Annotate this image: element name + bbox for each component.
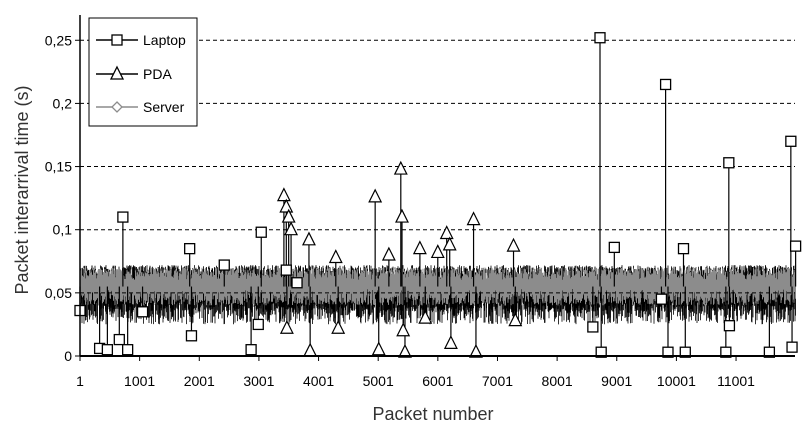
gridlines <box>75 39 795 357</box>
data-point-pda <box>279 198 294 213</box>
data-point-pda <box>395 208 409 223</box>
data-point-pda <box>393 160 408 175</box>
data-point-laptop <box>655 293 668 305</box>
data-point-laptop <box>252 318 264 331</box>
data-point-pda <box>368 188 383 203</box>
data-point-laptop <box>218 259 230 271</box>
data-point-pda <box>328 249 343 264</box>
data-point-laptop <box>720 346 732 358</box>
x-tick-label: 9001 <box>601 373 632 389</box>
data-point-laptop <box>786 341 798 353</box>
data-point-pda <box>430 244 445 259</box>
series-markers <box>74 32 802 358</box>
data-point-laptop <box>117 211 129 223</box>
diamond-marker-icon <box>111 101 123 113</box>
data-point-pda <box>443 335 458 349</box>
legend-label-server: Server <box>143 99 185 115</box>
y-tick-label: 0,25 <box>45 32 72 48</box>
data-point-laptop <box>113 333 125 346</box>
data-point-pda <box>281 208 296 223</box>
x-tick-label: 4001 <box>303 373 334 389</box>
legend-item-server: Server <box>96 99 185 115</box>
x-tick-label: 5001 <box>363 373 394 389</box>
tick-labels: 00,050,10,150,20,251 1001 2001 3001 4001 5001… <box>45 32 755 389</box>
x-tick-label: 10001 <box>657 373 696 389</box>
data-point-pda <box>412 240 427 255</box>
data-point-laptop <box>122 344 134 356</box>
data-point-pda <box>468 343 483 358</box>
x-tick-label: 1001 <box>124 373 155 389</box>
data-point-pda <box>466 211 481 226</box>
legend-item-pda: PDA <box>96 65 172 82</box>
data-point-pda <box>508 312 523 327</box>
data-point-laptop <box>594 32 606 44</box>
data-point-laptop <box>185 330 198 342</box>
data-point-pda <box>396 322 411 337</box>
x-tick-label: 6001 <box>422 373 453 389</box>
y-tick-label: 0,1 <box>53 222 73 238</box>
data-point-laptop <box>723 320 736 332</box>
x-tick-label: 3001 <box>243 373 274 389</box>
data-point-pda <box>418 309 433 324</box>
data-point-laptop <box>595 346 607 358</box>
y-tick-label: 0,2 <box>53 95 73 111</box>
legend: Laptop PDA Server <box>88 17 198 127</box>
data-point-pda <box>442 236 457 251</box>
data-point-laptop <box>763 346 776 358</box>
data-point-pda <box>398 343 412 358</box>
data-point-laptop <box>608 241 620 254</box>
data-point-laptop <box>280 264 292 276</box>
data-point-pda <box>301 231 316 246</box>
data-point-laptop <box>184 242 196 255</box>
data-point-laptop <box>245 344 257 356</box>
data-point-pda <box>284 221 299 236</box>
data-point-laptop <box>136 306 149 318</box>
y-tick-label: 0 <box>64 348 72 364</box>
data-point-laptop <box>101 344 114 356</box>
square-marker-icon <box>111 34 123 46</box>
data-point-laptop <box>789 240 802 252</box>
x-tick-label: 8001 <box>542 373 573 389</box>
x-tick-label: 11001 <box>717 373 755 389</box>
data-point-laptop <box>679 346 691 358</box>
legend-box <box>88 17 198 127</box>
x-tick-label: 1 <box>76 373 84 389</box>
data-point-pda <box>279 319 294 334</box>
x-axis-title: Packet number <box>372 404 493 424</box>
y-axis-title: Packet interarrival time (s) <box>12 85 32 294</box>
data-point-laptop <box>662 346 674 358</box>
data-point-laptop <box>785 135 797 147</box>
x-tick-label: 2001 <box>184 373 215 389</box>
data-point-laptop <box>659 78 672 91</box>
series-spikes <box>79 37 797 353</box>
data-point-laptop <box>677 242 690 255</box>
y-tick-label: 0,05 <box>45 285 72 301</box>
data-point-pda <box>439 225 454 240</box>
data-point-pda <box>303 342 318 357</box>
y-tick-label: 0,15 <box>45 159 72 175</box>
data-point-pda <box>331 319 346 334</box>
data-point-pda <box>506 237 521 252</box>
triangle-marker-icon <box>109 65 125 80</box>
data-point-laptop <box>587 321 599 333</box>
legend-item-laptop: Laptop <box>96 32 186 48</box>
data-point-pda <box>381 246 396 261</box>
data-point-laptop <box>255 226 267 238</box>
data-point-laptop <box>291 277 303 289</box>
legend-label-pda: PDA <box>143 66 172 82</box>
data-point-laptop <box>723 157 735 169</box>
data-point-pda <box>276 187 291 202</box>
legend-label-laptop: Laptop <box>143 32 186 48</box>
x-tick-label: 7001 <box>482 373 513 389</box>
data-point-pda <box>371 341 386 356</box>
